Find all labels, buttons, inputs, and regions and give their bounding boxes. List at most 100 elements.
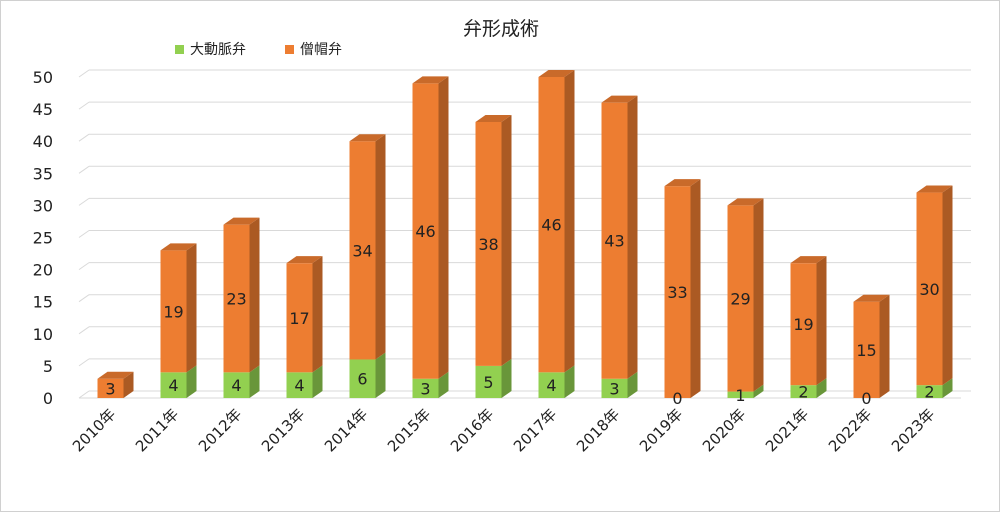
bar-top-mitral [664,179,701,187]
y-tick-label: 50 [33,68,53,87]
bar-top-mitral [538,70,575,77]
data-label-aortic: 2 [924,383,934,402]
bar-mitral [223,224,250,373]
bar-aortic [412,378,439,398]
bar-side-mitral [816,256,827,386]
bar-mitral [916,192,943,386]
x-tick-label: 2013年 [258,405,308,455]
bar-aortic [916,385,943,398]
data-label-mitral: 34 [352,241,372,260]
y-tick-label: 15 [33,293,53,312]
bar-mitral [790,263,817,386]
bar-aortic [538,372,565,398]
data-label-mitral: 43 [604,232,624,251]
bar-side-mitral [753,198,764,392]
bar-mitral [853,301,880,398]
bar-mitral [664,186,691,398]
y-tick-label: 30 [33,196,53,215]
chart-title: 弁形成術 [463,18,539,40]
bar-top-mitral [727,198,764,206]
bar-side-aortic [375,352,386,398]
gridline-diag [78,390,90,399]
x-tick-label: 2022年 [825,405,875,455]
bar-side-mitral [249,217,260,373]
data-label-aortic: 3 [420,379,430,398]
bar-mitral [97,378,124,398]
bar-side-aortic [501,358,512,398]
y-tick-label: 10 [33,325,53,344]
bar-mitral [601,102,628,379]
bar-aortic [601,378,628,398]
bar-top-mitral [349,134,386,142]
data-label-mitral: 3 [105,379,115,398]
data-label-aortic: 0 [861,389,871,408]
data-label-mitral: 19 [163,302,183,321]
gridline-diag [78,262,90,271]
x-tick-label: 2020年 [699,405,749,455]
bar-side-mitral [501,114,512,366]
bar-side-mitral [123,371,134,398]
y-tick-label: 20 [33,261,53,280]
gridline-diag [78,230,90,238]
bar-side-mitral [186,243,197,373]
x-tick-label: 2016年 [447,405,497,455]
bar-mitral [286,263,313,373]
bar-aortic [223,372,250,398]
gridline-diag [78,326,90,335]
data-label-mitral: 46 [415,222,435,241]
y-tick-label: 35 [33,164,53,183]
legend-label-aortic: 大動脈弁 [190,42,246,58]
data-label-mitral: 33 [667,283,687,302]
y-tick-label: 45 [33,100,53,119]
gridline-diag [78,133,90,142]
data-label-aortic: 4 [168,376,178,395]
data-label-aortic: 0 [672,389,682,408]
data-label-aortic: 1 [735,386,745,405]
gridline-diag [78,101,90,110]
bar-side-mitral [564,70,575,373]
data-label-mitral: 19 [793,315,813,334]
bar-side-mitral [627,95,638,379]
gridline-diag [78,358,90,367]
bar-side-aortic [627,371,638,398]
data-label-mitral: 30 [919,280,939,299]
legend-swatch-aortic [175,45,184,54]
gridlines [78,69,971,399]
bar-top-mitral [160,243,197,251]
x-tick-label: 2019年 [636,405,686,455]
data-label-mitral: 23 [226,289,246,308]
bar-top-mitral [916,185,953,193]
bar-top-mitral [790,256,827,264]
bar-top-mitral [412,76,449,84]
bar-top-mitral [853,294,890,302]
data-label-aortic: 4 [546,376,556,395]
bar-aortic [160,372,187,398]
bar-mitral [727,205,754,392]
bar-side-aortic [249,365,260,398]
bar-aortic [727,391,754,398]
bar-side-mitral [312,256,323,373]
gridline-diag [78,69,90,78]
y-tick-label: 25 [33,229,53,248]
data-label-mitral: 38 [478,235,498,254]
x-tick-label: 2015年 [384,405,434,455]
bar-mitral [475,121,502,366]
x-tick-label: 2012年 [195,405,245,455]
gridline-diag [78,197,90,206]
x-tick-label: 2010年 [69,405,119,455]
bar-side-mitral [942,185,953,386]
x-tick-label: 2021年 [762,405,812,455]
x-tick-label: 2018年 [573,405,623,455]
bar-side-aortic [753,384,764,398]
data-label-aortic: 2 [798,383,808,402]
bar-side-mitral [438,76,449,379]
bar-aortic [349,359,376,398]
data-label-aortic: 6 [357,370,367,389]
data-label-aortic: 3 [609,379,619,398]
bar-side-aortic [186,365,197,398]
bar-side-aortic [438,371,449,398]
bar-mitral [412,83,439,379]
data-label-mitral: 46 [541,216,561,235]
